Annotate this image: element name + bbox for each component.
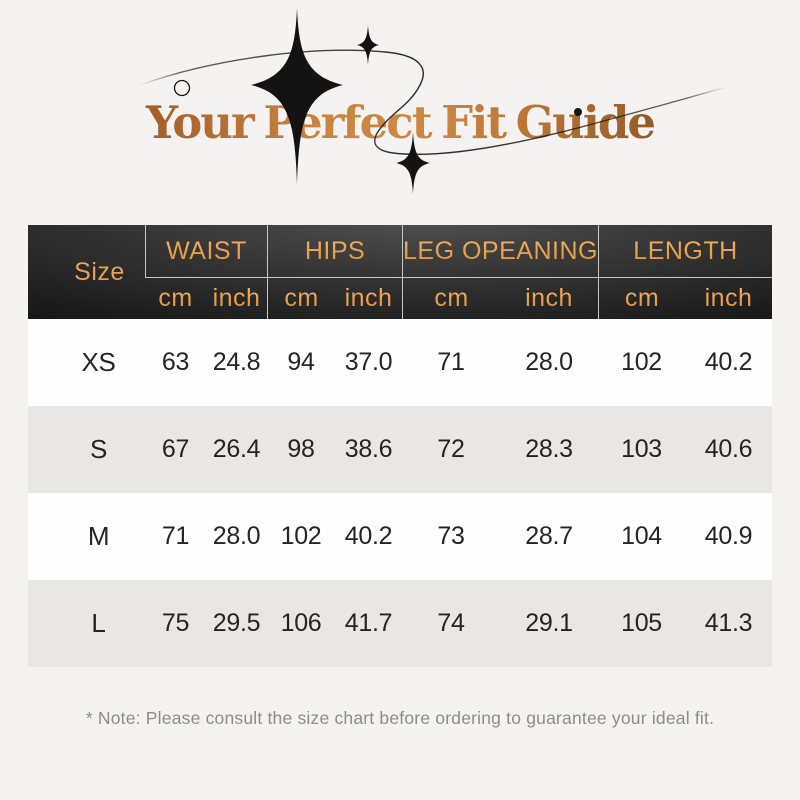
column-group-length: LENGTH <box>598 225 772 277</box>
table-row-xs: XS 63 24.8 94 37.0 71 28.0 102 40.2 <box>28 319 772 406</box>
value-cell: 72 <box>437 435 465 463</box>
value-cell: 103 <box>621 435 662 463</box>
value-cell: 41.3 <box>704 609 753 637</box>
value-cell: 40.6 <box>704 435 753 463</box>
value-cell: 28.7 <box>525 522 573 550</box>
unit-header-cm: cm <box>267 277 335 319</box>
circle-outline-icon <box>173 79 191 97</box>
value-cell: 98 <box>287 435 315 463</box>
value-cell: 28.3 <box>525 435 573 463</box>
value-cell: 28.0 <box>212 522 261 550</box>
value-cell: 40.2 <box>704 348 753 376</box>
size-chart-body: XS 63 24.8 94 37.0 71 28.0 102 40.2 S 67… <box>28 319 772 667</box>
column-group-waist: WAIST <box>145 225 267 277</box>
value-cell: 71 <box>437 348 465 376</box>
unit-header-inch: inch <box>500 277 598 319</box>
size-cell: XS <box>81 347 116 377</box>
value-cell: 75 <box>161 609 190 637</box>
value-cell: 104 <box>621 522 662 550</box>
value-cell: 41.7 <box>344 609 393 637</box>
column-header-size: Size <box>28 225 145 319</box>
table-row-s: S 67 26.4 98 38.6 72 28.3 103 40.6 <box>28 406 772 493</box>
value-cell: 105 <box>621 609 662 637</box>
unit-header-cm: cm <box>598 277 685 319</box>
value-cell: 40.9 <box>704 522 753 550</box>
value-cell: 73 <box>437 522 465 550</box>
column-group-leg-opening: LEG OPEANING <box>402 225 598 277</box>
size-cell: M <box>87 521 110 551</box>
value-cell: 94 <box>287 348 315 376</box>
value-cell: 106 <box>280 609 322 637</box>
value-cell: 74 <box>437 609 465 637</box>
value-cell: 71 <box>161 522 190 550</box>
value-cell: 102 <box>621 348 662 376</box>
value-cell: 40.2 <box>344 522 393 550</box>
unit-header-inch: inch <box>335 277 402 319</box>
unit-header-cm: cm <box>145 277 206 319</box>
value-cell: 29.5 <box>212 609 261 637</box>
size-chart-table: Size WAIST HIPS LEG OPEANING LENGTH cm i… <box>28 225 772 667</box>
value-cell: 28.0 <box>525 348 573 376</box>
value-cell: 63 <box>161 348 190 376</box>
hero-section: Your Perfect Fit Guide <box>0 0 800 212</box>
unit-header-inch: inch <box>206 277 267 319</box>
table-row-l: L 75 29.5 106 41.7 74 29.1 105 41.3 <box>28 580 772 667</box>
table-row-m: M 71 28.0 102 40.2 73 28.7 104 40.9 <box>28 493 772 580</box>
page-title: Your Perfect Fit Guide <box>0 98 800 148</box>
size-chart-header: Size WAIST HIPS LEG OPEANING LENGTH cm i… <box>28 225 772 319</box>
column-group-hips: HIPS <box>267 225 402 277</box>
footer-note: * Note: Please consult the size chart be… <box>85 708 715 728</box>
value-cell: 29.1 <box>525 609 573 637</box>
sparkle-small-top-icon <box>357 25 379 65</box>
unit-header-cm: cm <box>402 277 500 319</box>
value-cell: 67 <box>161 435 190 463</box>
value-cell: 37.0 <box>344 348 393 376</box>
size-cell: L <box>91 608 106 638</box>
value-cell: 102 <box>280 522 322 550</box>
value-cell: 26.4 <box>212 435 261 463</box>
value-cell: 24.8 <box>212 348 261 376</box>
size-cell: S <box>89 434 108 464</box>
unit-header-inch: inch <box>685 277 772 319</box>
value-cell: 38.6 <box>344 435 393 463</box>
